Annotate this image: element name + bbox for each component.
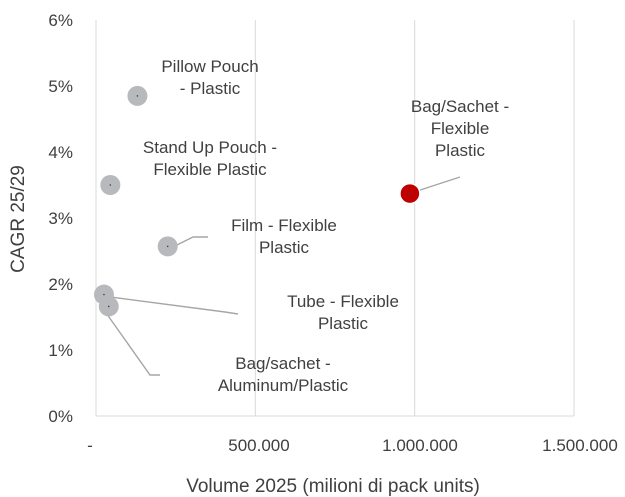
data-points [93, 85, 421, 317]
gridlines [254, 20, 575, 416]
data-label: Pillow Pouch [161, 57, 258, 76]
axes [95, 20, 574, 417]
y-tick-label: 4% [48, 143, 73, 162]
leader-line [102, 295, 239, 315]
y-tick-label: 5% [48, 77, 73, 96]
data-point-center [136, 95, 139, 97]
y-tick-label: 1% [48, 341, 73, 360]
x-tick-label: 1.000.000 [382, 436, 458, 455]
leader-line [103, 309, 160, 376]
x-tick-label: - [87, 436, 93, 455]
data-label: Flexible Plastic [153, 160, 267, 179]
data-label: Flexible [431, 119, 490, 138]
data-point-center [107, 305, 110, 308]
data-label: Plastic [259, 238, 310, 257]
y-tick-label: 0% [48, 407, 73, 426]
data-label: Film - Flexible [231, 216, 337, 235]
y-tick-label: 6% [48, 11, 73, 30]
data-labels: Pillow Pouch - Plastic Stand Up Pouch - Fle… [143, 57, 509, 395]
data-label: - Plastic [180, 79, 241, 98]
x-tick-label: 500.000 [228, 436, 289, 455]
data-label: Tube - Flexible [287, 292, 399, 311]
y-tick-label: 2% [48, 275, 73, 294]
data-point-center [409, 192, 411, 195]
x-tick-label: 1.500.000 [542, 436, 618, 455]
data-label: Stand Up Pouch - [143, 138, 277, 157]
x-axis-title: Volume 2025 (milioni di pack units) [186, 476, 480, 497]
data-point-center [166, 245, 169, 248]
data-point-center [103, 293, 105, 296]
data-label: Bag/Sachet - [411, 97, 509, 116]
data-label: Aluminum/Plastic [218, 376, 349, 395]
tick-labels: 0% 1% 2% 3% 4% 5% 6% - 500.000 1.000.000 1.500.000 [48, 11, 617, 455]
leader-lines [102, 176, 461, 376]
data-label: Plastic [318, 314, 369, 333]
data-point-center [109, 184, 112, 186]
y-axis-title: CAGR 25/29 [8, 165, 29, 273]
leader-line [174, 236, 208, 247]
data-label: Plastic [435, 141, 486, 160]
y-tick-label: 3% [48, 209, 73, 228]
data-label: Bag/sachet - [235, 354, 330, 373]
